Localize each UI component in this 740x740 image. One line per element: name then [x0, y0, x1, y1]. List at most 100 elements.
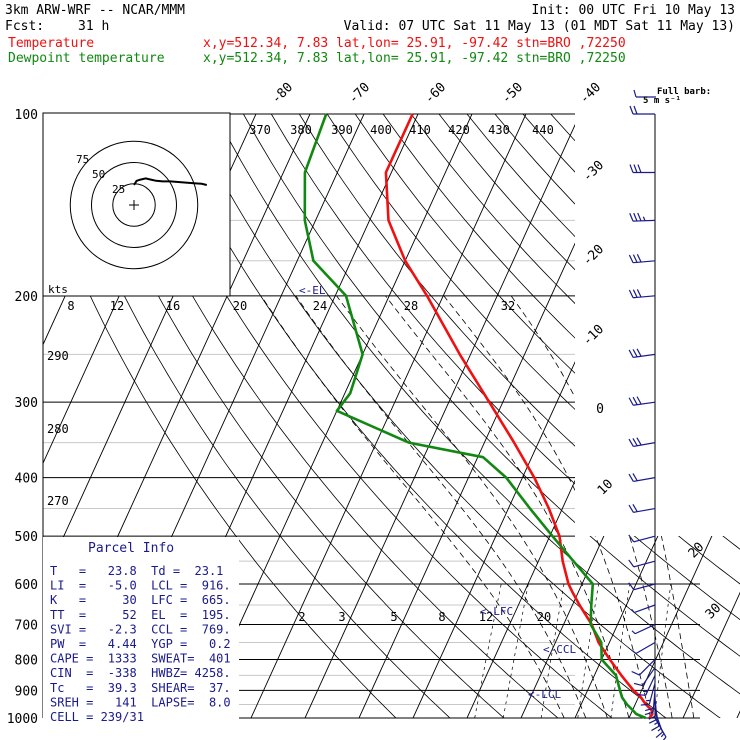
moist-adiabat-label: 28 [404, 299, 418, 313]
wind-barb [628, 396, 656, 406]
isotherm-tick-label: 20 [686, 540, 708, 562]
wind-barb [628, 504, 656, 513]
wind-barb-flag [628, 534, 635, 543]
wind-barb-flag [645, 707, 654, 712]
wind-barb-flag [636, 437, 642, 446]
mixing-ratio-label: 3 [338, 610, 345, 624]
wind-barb-flag [636, 254, 642, 263]
wind-barb-flag [629, 105, 634, 115]
hodograph-inset: 75 50 25 kts [42, 112, 231, 297]
wind-legend: Full barb: 5 m s⁻¹ [633, 87, 711, 106]
wind-barb-flag [632, 504, 638, 512]
model-title: 3km ARW-WRF -- NCAR/MMM [5, 3, 185, 18]
dry-adiabat [47, 114, 465, 718]
kts-label: kts [48, 283, 68, 296]
wind-barb-half-flag [632, 650, 637, 655]
sounding-profiles [303, 113, 654, 720]
wind-barb-flag [628, 504, 634, 513]
isotherm-tick-label: -40 [577, 80, 604, 107]
wind-barb [629, 164, 655, 174]
pressure-tick-label: 1000 [7, 712, 38, 727]
mixing-ratio-label: 8 [438, 610, 445, 624]
moist-adiabat [510, 295, 673, 718]
init-time: Init: 00 UTC Fri 10 May 13 [532, 3, 736, 18]
parcel-info-row: SVI = -2.3 CCL = 769. [50, 622, 231, 636]
wind-barb-flag [648, 714, 657, 720]
parcel-info-row: PW = 4.44 YGP = 0.2 [50, 637, 231, 651]
dry-adiabat-label: 400 [370, 123, 392, 137]
wind-barb-half-flag [631, 608, 635, 613]
wind-barb-flag [632, 438, 638, 447]
pressure-tick-label: 900 [15, 684, 38, 699]
dry-adiabat [103, 114, 574, 718]
parcel-info-row: Tc = 39.3 SHEAR= 37. [50, 681, 231, 695]
wind-barb-flag [633, 682, 643, 687]
dry-adiabat [354, 114, 740, 718]
wind-barb-flag [629, 164, 634, 173]
wind-barb-flag [628, 254, 634, 263]
wind-barb [648, 697, 658, 724]
wind-barb-flag [655, 731, 663, 739]
wind-barb [629, 105, 655, 115]
mixing-ratio-line [540, 583, 565, 718]
wind-barb [628, 348, 656, 359]
isotherm-line [676, 114, 740, 718]
wind-barb [640, 682, 656, 706]
pressure-tick-label: 500 [15, 530, 38, 545]
parcel-info-title: Parcel Info [88, 541, 174, 556]
wind-barb-flag [632, 289, 638, 298]
wind-barb-flag [640, 703, 650, 706]
mixing-ratio-line [577, 583, 599, 718]
wind-barb [628, 289, 656, 299]
wind-barb-flag [633, 164, 638, 173]
wind-barb-flag [637, 212, 642, 222]
isotherm-tick-label: -80 [269, 80, 296, 107]
wind-barb [628, 534, 656, 543]
isotherm-line [406, 114, 701, 718]
wind-barb-flag [651, 725, 660, 732]
dry-adiabat-label: 420 [448, 123, 470, 137]
parcel-info-box: Parcel Info T = 23.8 Td = 23.1LI = -5.0 … [43, 537, 239, 727]
hodograph-ring-label-50: 50 [92, 168, 105, 181]
moist-adiabat-label: 32 [501, 299, 515, 313]
isotherm-line [298, 114, 593, 718]
dewpoint-location: x,y=512.34, 7.83 lat,lon= 25.91, -97.42 … [203, 51, 626, 66]
wind-barb [628, 437, 656, 448]
isotherm-tick-label: -20 [580, 242, 607, 269]
hodograph-ring [69, 140, 199, 270]
temperature-profile [384, 113, 654, 719]
wind-barb [631, 659, 656, 676]
dry-adiabat [550, 114, 740, 718]
wind-barb-flag [662, 736, 667, 740]
wind-barb-flag [632, 349, 638, 358]
wind-barbs [628, 105, 667, 740]
moist-adiabat [336, 295, 608, 718]
pressure-tick-label: 600 [15, 578, 38, 593]
dry-adiabat-label: 290 [47, 349, 69, 363]
pressure-tick-label: 700 [15, 618, 38, 633]
dry-adiabat [606, 114, 740, 718]
parcel-info-row: CIN = -338 HWBZ= 4258. [50, 666, 231, 680]
dry-adiabat [243, 114, 740, 718]
isotherm-tick-label: -70 [346, 80, 373, 107]
moist-adiabat-label: 8 [67, 299, 74, 313]
hodograph-ring-label-75: 75 [76, 153, 89, 166]
wind-barb-flag [637, 694, 646, 696]
moist-adiabat-label: 12 [110, 299, 124, 313]
wind-barb-flag [648, 718, 658, 724]
valid-time: Valid: 07 UTC Sat 11 May 13 (01 MDT Sat … [344, 19, 735, 34]
isotherm-tick-label: -50 [499, 80, 526, 107]
dry-adiabat-label: 370 [249, 123, 271, 137]
wind-barb [632, 642, 656, 655]
moist-adiabat [260, 295, 565, 718]
dry-adiabat-label: 430 [488, 123, 510, 137]
dry-adiabat [131, 114, 629, 718]
parcel-info-row: CELL = 239/31 [50, 710, 144, 724]
wind-legend-title: Full barb: [657, 87, 711, 97]
wind-barb-half-flag [657, 727, 662, 732]
dry-adiabat [75, 114, 519, 718]
dry-adiabat [159, 114, 684, 718]
mixing-ratio-label: 2 [298, 610, 305, 624]
